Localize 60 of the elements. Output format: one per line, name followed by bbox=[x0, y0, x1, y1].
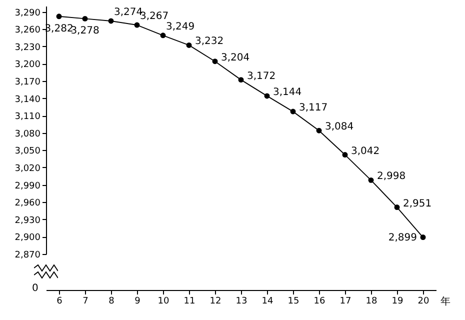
data-label: 2,899 bbox=[388, 232, 417, 244]
y-tick-label: 3,230 bbox=[14, 42, 41, 53]
data-label: 3,274 bbox=[114, 6, 143, 18]
x-tick-label: 17 bbox=[340, 296, 352, 306]
point bbox=[342, 152, 348, 158]
point bbox=[108, 18, 114, 24]
x-tick-label: 18 bbox=[366, 296, 378, 306]
point bbox=[212, 58, 218, 64]
point bbox=[186, 42, 192, 48]
y-tick-label: 2,990 bbox=[14, 181, 41, 192]
y-tick-label: 3,200 bbox=[14, 60, 41, 70]
point bbox=[56, 14, 62, 20]
x-tick-label: 12 bbox=[210, 296, 222, 306]
x-tick-label: 7 bbox=[82, 296, 88, 306]
x-axis-title: 年 bbox=[440, 296, 450, 308]
y-tick-label: 3,050 bbox=[14, 146, 41, 157]
y-tick-label: 3,080 bbox=[14, 129, 41, 140]
y-tick-label: 3,290 bbox=[14, 8, 41, 18]
point bbox=[290, 108, 296, 114]
point bbox=[316, 128, 322, 134]
x-tick-label: 20 bbox=[418, 296, 430, 306]
y-tick-label: 2,900 bbox=[14, 233, 41, 244]
data-label: 3,267 bbox=[140, 11, 169, 22]
x-tick-label: 11 bbox=[184, 296, 196, 306]
x-tick-label: 15 bbox=[288, 296, 300, 306]
y-tick-label: 3,260 bbox=[14, 26, 41, 36]
data-label: 3,084 bbox=[325, 122, 354, 133]
data-label: 3,042 bbox=[351, 146, 380, 157]
x-tick-label: 8 bbox=[108, 296, 115, 306]
point bbox=[160, 32, 166, 38]
y-tick-label: 3,110 bbox=[14, 112, 41, 122]
x-tick-label: 16 bbox=[314, 296, 326, 306]
data-label: 3,172 bbox=[247, 70, 276, 82]
y-tick-label: 2,870 bbox=[14, 250, 41, 260]
point bbox=[368, 177, 374, 183]
point bbox=[394, 204, 400, 210]
x-tick-label: 13 bbox=[236, 296, 248, 306]
data-label: 3,249 bbox=[166, 21, 195, 32]
data-label: 3,232 bbox=[195, 36, 224, 48]
y-tick-label: 2,930 bbox=[14, 216, 41, 226]
y-tick-label: 3,170 bbox=[14, 77, 41, 88]
x-tick-label: 14 bbox=[262, 296, 274, 306]
point bbox=[264, 93, 270, 99]
point bbox=[238, 77, 244, 83]
data-label: 2,951 bbox=[403, 198, 432, 210]
point bbox=[82, 16, 88, 22]
point bbox=[134, 22, 140, 28]
x-tick-label: 19 bbox=[392, 296, 404, 306]
y-tick-label: 2,960 bbox=[14, 198, 41, 209]
y-tick-label: 3,020 bbox=[14, 164, 41, 174]
text: 0 bbox=[32, 283, 38, 294]
y-tick-label: 3,140 bbox=[14, 94, 41, 105]
data-label: 3,117 bbox=[299, 102, 328, 114]
x-tick-label: 6 bbox=[56, 296, 63, 306]
data-label: 3,204 bbox=[221, 52, 250, 64]
x-tick-label: 10 bbox=[158, 296, 170, 306]
point bbox=[420, 234, 426, 240]
data-label: 3,144 bbox=[273, 86, 302, 98]
data-label: 2,998 bbox=[377, 171, 406, 182]
x-tick-label: 9 bbox=[134, 296, 141, 306]
